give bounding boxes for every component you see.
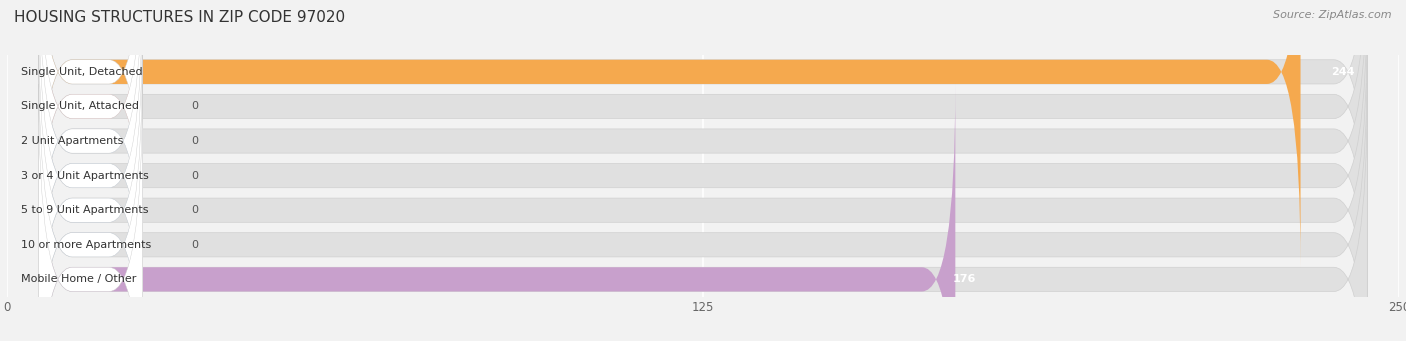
FancyBboxPatch shape xyxy=(38,84,955,341)
FancyBboxPatch shape xyxy=(38,15,1368,341)
FancyBboxPatch shape xyxy=(38,49,142,341)
Text: Single Unit, Detached: Single Unit, Detached xyxy=(21,67,142,77)
Text: 0: 0 xyxy=(191,205,198,215)
FancyBboxPatch shape xyxy=(38,15,142,341)
Text: 5 to 9 Unit Apartments: 5 to 9 Unit Apartments xyxy=(21,205,149,215)
Text: 0: 0 xyxy=(191,101,198,112)
Text: 10 or more Apartments: 10 or more Apartments xyxy=(21,240,152,250)
FancyBboxPatch shape xyxy=(38,0,142,341)
FancyBboxPatch shape xyxy=(38,0,142,337)
FancyBboxPatch shape xyxy=(38,0,1368,302)
FancyBboxPatch shape xyxy=(38,84,142,341)
FancyBboxPatch shape xyxy=(38,0,1368,341)
FancyBboxPatch shape xyxy=(38,0,142,302)
Text: 176: 176 xyxy=(952,275,976,284)
Text: 2 Unit Apartments: 2 Unit Apartments xyxy=(21,136,124,146)
Text: Source: ZipAtlas.com: Source: ZipAtlas.com xyxy=(1274,10,1392,20)
Text: 3 or 4 Unit Apartments: 3 or 4 Unit Apartments xyxy=(21,170,149,181)
FancyBboxPatch shape xyxy=(38,0,142,337)
FancyBboxPatch shape xyxy=(38,15,142,341)
FancyBboxPatch shape xyxy=(38,0,142,267)
Text: 244: 244 xyxy=(1331,67,1354,77)
FancyBboxPatch shape xyxy=(38,0,1368,337)
FancyBboxPatch shape xyxy=(38,0,1301,267)
FancyBboxPatch shape xyxy=(38,49,142,341)
FancyBboxPatch shape xyxy=(38,0,142,302)
Text: Mobile Home / Other: Mobile Home / Other xyxy=(21,275,136,284)
FancyBboxPatch shape xyxy=(38,0,142,341)
FancyBboxPatch shape xyxy=(38,49,1368,341)
Text: Single Unit, Attached: Single Unit, Attached xyxy=(21,101,139,112)
FancyBboxPatch shape xyxy=(38,84,1368,341)
Text: 0: 0 xyxy=(191,240,198,250)
Text: 0: 0 xyxy=(191,170,198,181)
Text: 0: 0 xyxy=(191,136,198,146)
Text: HOUSING STRUCTURES IN ZIP CODE 97020: HOUSING STRUCTURES IN ZIP CODE 97020 xyxy=(14,10,346,25)
FancyBboxPatch shape xyxy=(38,0,1368,267)
